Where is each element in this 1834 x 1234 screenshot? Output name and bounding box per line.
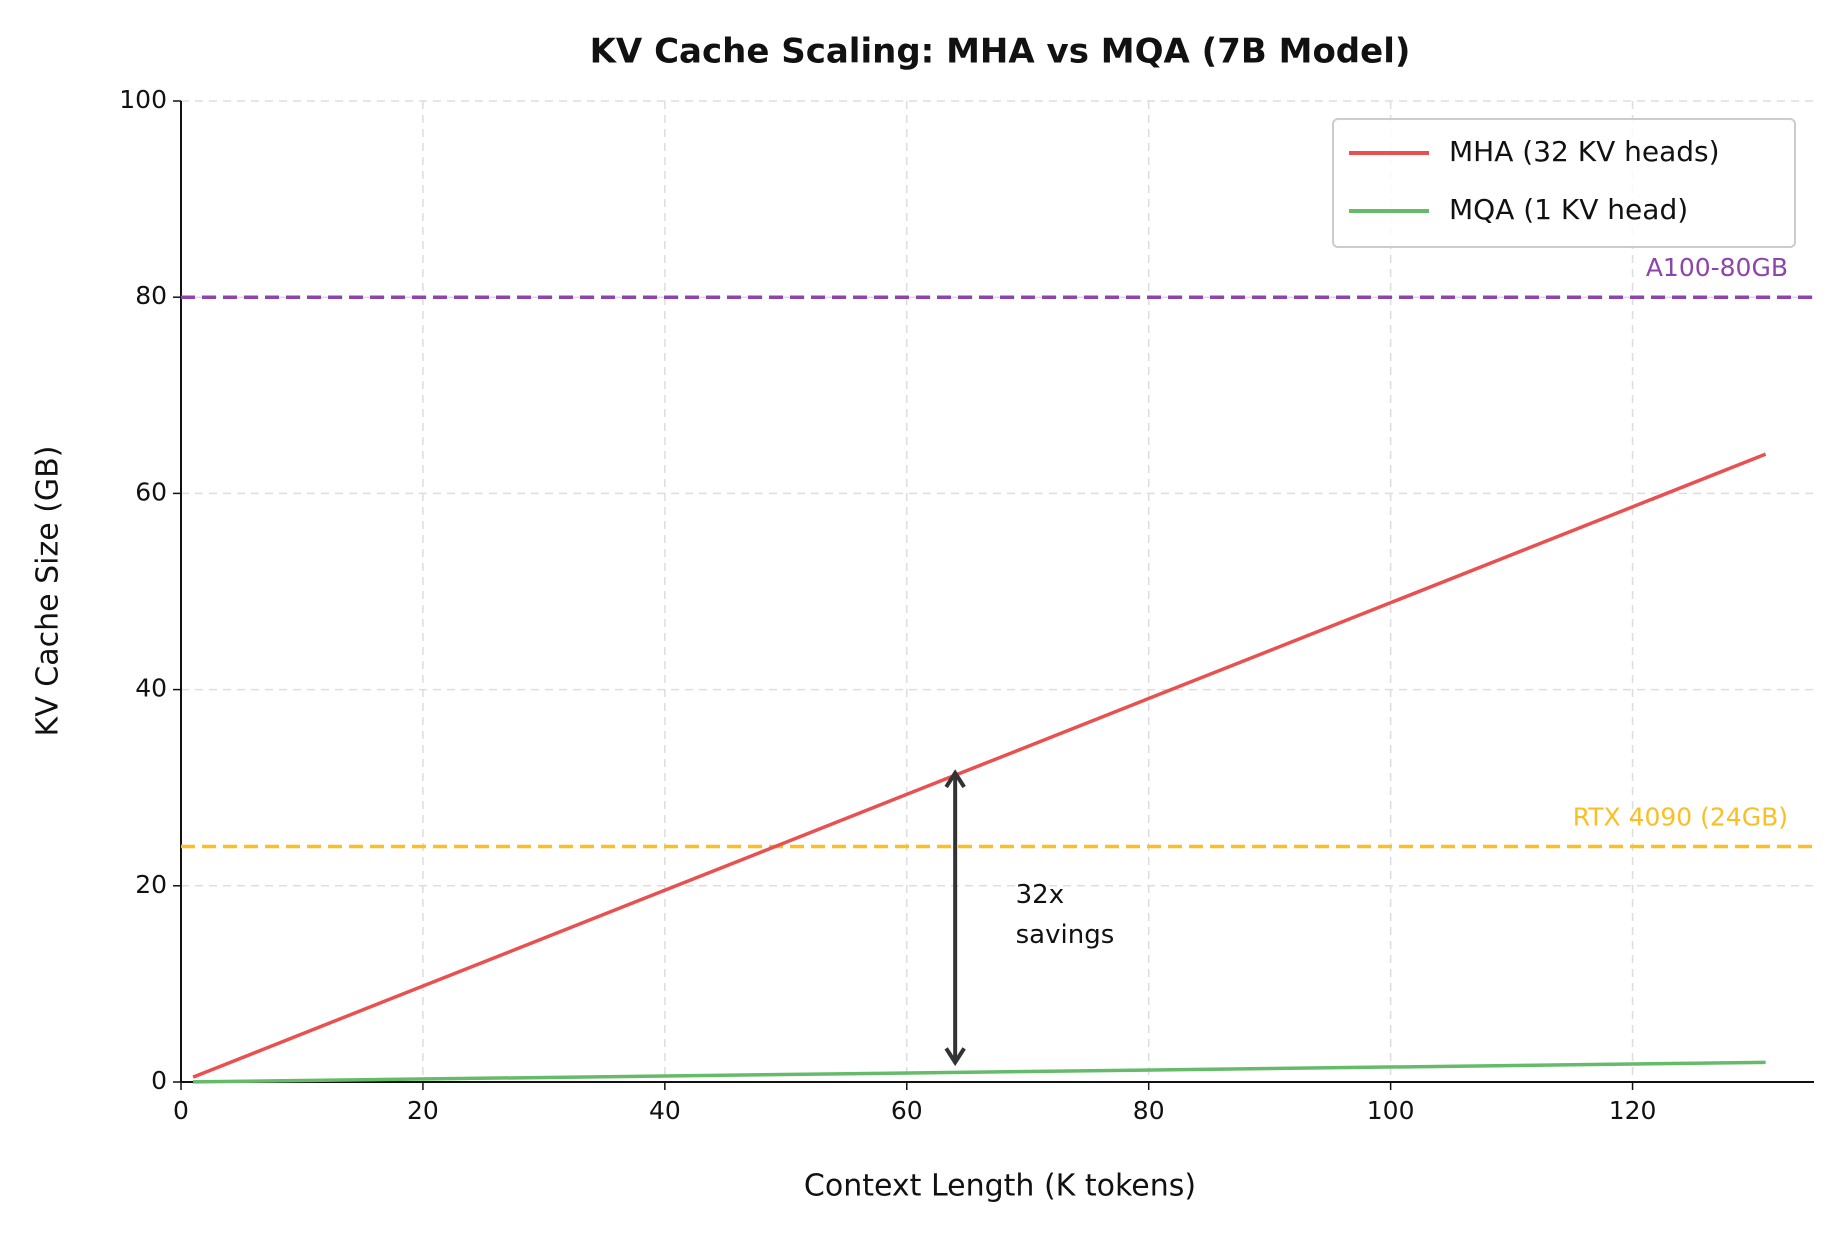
arrow-head [944, 1047, 966, 1067]
arrow-head [944, 769, 966, 789]
x-tick-label: 100 [1367, 1096, 1415, 1125]
annotation-text: 32x [1016, 880, 1064, 910]
y-tick-label: 20 [135, 870, 167, 899]
series-line [193, 1060, 1766, 1084]
y-tick-label: 100 [119, 85, 167, 114]
y-tick-label: 80 [135, 281, 167, 310]
legend-label: MHA (32 KV heads) [1449, 135, 1720, 168]
legend: MHA (32 KV heads) MQA (1 KV head) [1332, 118, 1796, 248]
reference-label: A100-80GB [1646, 253, 1788, 282]
annotation-text: savings [1016, 920, 1115, 950]
x-tick-label: 0 [173, 1096, 189, 1125]
x-tick-label: 120 [1609, 1096, 1657, 1125]
x-axis-label: Context Length (K tokens) [804, 1169, 1196, 1204]
chart-title: KV Cache Scaling: MHA vs MQA (7B Model) [590, 32, 1411, 72]
y-tick-label: 60 [135, 477, 167, 506]
legend-box [1332, 118, 1796, 248]
x-tick-label: 20 [407, 1096, 439, 1125]
y-tick-label: 0 [151, 1066, 167, 1095]
legend-label: MQA (1 KV head) [1449, 193, 1688, 226]
y-tick-label: 40 [135, 674, 167, 703]
series-line [192, 452, 1767, 1079]
y-axis-label: KV Cache Size (GB) [31, 446, 66, 737]
x-tick-label: 80 [1133, 1096, 1165, 1125]
reference-label: RTX 4090 (24GB) [1573, 803, 1788, 832]
x-tick-label: 60 [891, 1096, 923, 1125]
x-tick-label: 40 [649, 1096, 681, 1125]
